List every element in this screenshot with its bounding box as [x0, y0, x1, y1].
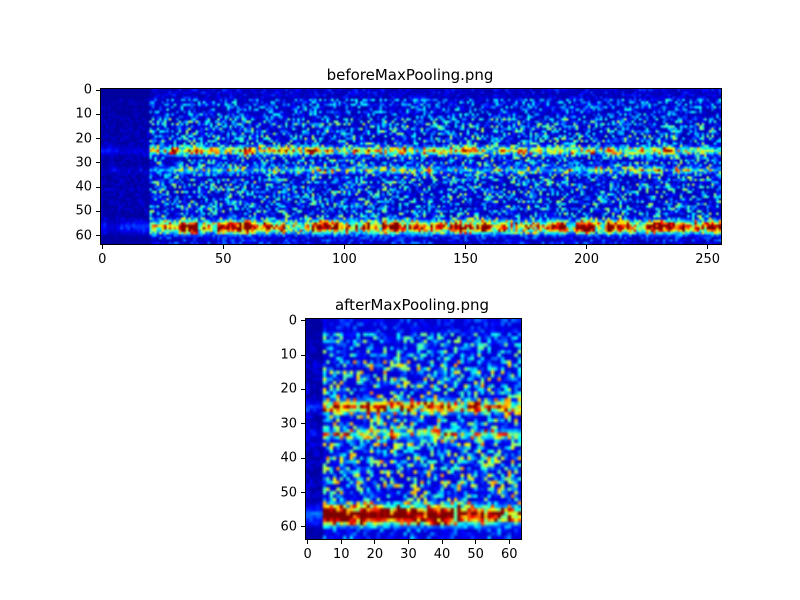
y-tick-label: 0	[288, 313, 297, 329]
heatmap-canvas-before	[101, 89, 721, 244]
x-tick	[407, 540, 409, 544]
y-tick-label: 40	[280, 450, 297, 466]
y-tick-label: 20	[280, 381, 297, 397]
heatmap-canvas-after	[306, 319, 521, 539]
y-tick	[96, 138, 100, 140]
x-tick	[441, 540, 443, 544]
x-tick	[340, 540, 342, 544]
chart-title-before: beforeMaxPooling.png	[326, 66, 494, 84]
y-tick	[96, 235, 100, 237]
x-tick-label: 250	[695, 252, 721, 267]
y-tick	[301, 354, 305, 356]
y-tick	[301, 457, 305, 459]
x-tick-label: 0	[303, 547, 312, 562]
x-tick	[475, 540, 477, 544]
x-tick-label: 150	[453, 252, 478, 267]
x-tick-label: 100	[331, 252, 357, 267]
y-tick	[301, 320, 305, 322]
x-tick-label: 0	[98, 252, 107, 267]
y-tick	[301, 388, 305, 390]
y-tick	[96, 210, 100, 212]
x-tick-label: 60	[500, 547, 518, 562]
y-tick-label: 50	[75, 203, 92, 219]
x-tick-label: 30	[400, 547, 417, 562]
y-tick-label: 0	[83, 82, 92, 98]
heatmap-before-maxpooling: 0 50 100 150 200 250 0 10 20 30 40 50 60	[75, 83, 722, 267]
y-tick	[96, 89, 100, 91]
y-tick-label: 50	[280, 485, 297, 501]
x-tick	[508, 540, 510, 544]
y-tick	[301, 492, 305, 494]
y-tick-label: 60	[280, 519, 297, 535]
x-tick-label: 50	[467, 547, 484, 562]
x-tick	[101, 245, 103, 249]
y-tick-label: 60	[75, 228, 92, 244]
heatmap-after-maxpooling: 0 10 20 30 40 50 60 0 10 20 30 40 50 60	[280, 313, 522, 562]
y-tick-label: 10	[75, 106, 92, 122]
y-tick	[301, 526, 305, 528]
x-tick-label: 50	[215, 252, 232, 267]
x-tick	[464, 245, 466, 249]
x-tick	[307, 540, 309, 544]
x-tick-label: 200	[574, 252, 599, 267]
x-tick	[343, 245, 345, 249]
x-tick	[707, 245, 709, 249]
y-tick-label: 20	[75, 131, 92, 147]
y-tick-label: 30	[280, 416, 297, 432]
y-tick	[96, 113, 100, 115]
x-tick-label: 20	[366, 547, 384, 562]
y-tick-label: 30	[75, 155, 92, 171]
x-tick-label: 40	[433, 547, 451, 562]
x-tick	[374, 540, 376, 544]
x-tick	[586, 245, 588, 249]
y-tick-label: 10	[280, 347, 297, 363]
y-tick-label: 40	[75, 179, 92, 195]
y-tick	[96, 162, 100, 164]
chart-title-after: afterMaxPooling.png	[334, 296, 490, 314]
y-tick	[96, 186, 100, 188]
x-tick-label: 10	[332, 547, 350, 562]
y-tick	[301, 423, 305, 425]
x-tick	[222, 245, 224, 249]
